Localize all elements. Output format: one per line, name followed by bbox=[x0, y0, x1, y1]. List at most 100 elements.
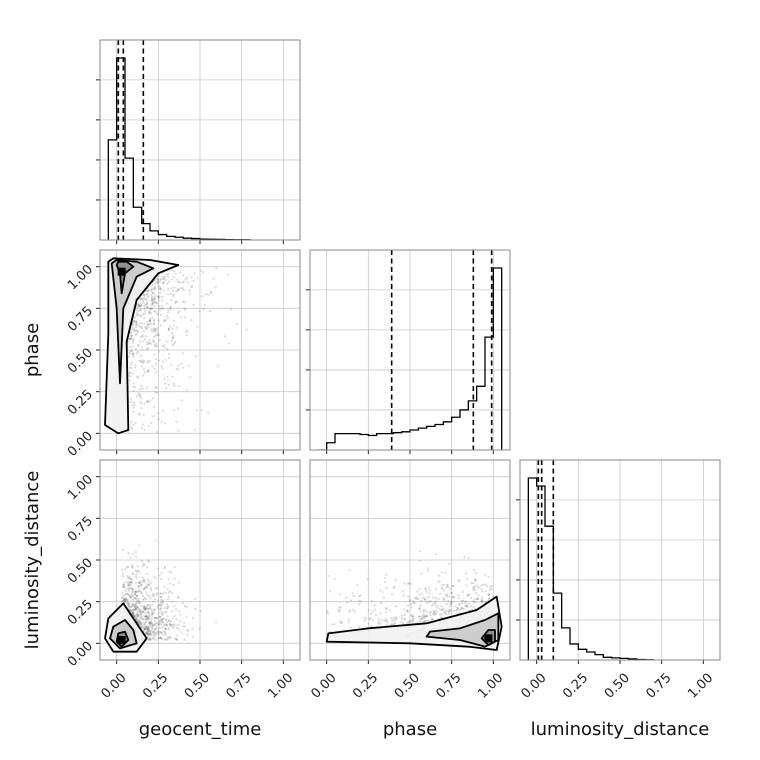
sample-point bbox=[145, 627, 148, 630]
sample-point bbox=[138, 622, 141, 625]
sample-point bbox=[146, 583, 149, 586]
sample-point bbox=[143, 615, 146, 618]
sample-point bbox=[160, 295, 164, 299]
sample-point bbox=[155, 616, 158, 619]
sample-point bbox=[476, 597, 479, 600]
sample-point bbox=[148, 399, 151, 402]
sample-point bbox=[476, 597, 479, 600]
sample-point bbox=[149, 607, 152, 610]
sample-point bbox=[152, 319, 155, 322]
sample-point bbox=[472, 605, 475, 609]
sample-point bbox=[464, 599, 467, 603]
sample-point bbox=[424, 609, 427, 612]
sample-point bbox=[141, 576, 144, 579]
sample-point bbox=[133, 614, 136, 618]
sample-point bbox=[367, 622, 370, 625]
sample-point bbox=[125, 580, 128, 584]
sample-point bbox=[403, 617, 406, 620]
sample-point bbox=[170, 363, 173, 366]
sample-point bbox=[146, 629, 149, 632]
sample-point bbox=[139, 396, 143, 400]
panel-frame-1-0 bbox=[99, 249, 301, 451]
sample-point bbox=[150, 638, 153, 641]
sample-point bbox=[147, 579, 150, 583]
sample-point bbox=[156, 616, 159, 619]
sample-point bbox=[126, 592, 129, 596]
sample-point bbox=[138, 304, 141, 307]
sample-point bbox=[124, 600, 127, 603]
sample-point bbox=[150, 631, 153, 634]
sample-point bbox=[437, 597, 440, 601]
sample-point bbox=[418, 607, 421, 610]
sample-point bbox=[330, 623, 334, 626]
sample-point bbox=[148, 633, 151, 637]
sample-point bbox=[410, 614, 413, 617]
sample-point bbox=[440, 605, 443, 608]
sample-point bbox=[139, 321, 142, 324]
sample-point bbox=[363, 616, 366, 619]
sample-point bbox=[480, 584, 483, 587]
sample-point bbox=[177, 288, 180, 291]
sample-point bbox=[418, 615, 421, 618]
sample-point bbox=[123, 599, 126, 602]
sample-point bbox=[163, 344, 166, 347]
density-peak bbox=[117, 267, 126, 276]
sample-point bbox=[136, 375, 139, 378]
sample-point bbox=[157, 350, 161, 353]
sample-point bbox=[131, 566, 134, 570]
sample-point bbox=[377, 621, 380, 624]
contour-level-3 bbox=[104, 257, 180, 435]
sample-point bbox=[144, 628, 147, 631]
sample-point bbox=[172, 276, 176, 279]
sample-point bbox=[487, 575, 490, 578]
sample-point bbox=[377, 618, 380, 621]
sample-point bbox=[145, 625, 148, 628]
sample-point bbox=[142, 329, 145, 333]
sample-point bbox=[133, 593, 136, 596]
sample-point bbox=[138, 621, 142, 624]
sample-point bbox=[137, 599, 141, 603]
sample-point bbox=[157, 633, 160, 636]
sample-point bbox=[153, 598, 157, 601]
sample-point bbox=[175, 638, 178, 641]
sample-point bbox=[132, 389, 135, 392]
sample-point bbox=[169, 308, 172, 311]
sample-point bbox=[147, 326, 150, 329]
sample-point bbox=[422, 620, 425, 624]
sample-point bbox=[124, 597, 128, 600]
sample-point bbox=[472, 601, 476, 604]
sample-point bbox=[414, 597, 417, 600]
sample-point bbox=[155, 386, 158, 389]
sample-point bbox=[150, 304, 153, 307]
sample-point bbox=[151, 625, 154, 628]
sample-point bbox=[142, 563, 145, 566]
sample-point bbox=[149, 633, 152, 636]
sample-point bbox=[148, 615, 151, 618]
sample-point bbox=[148, 310, 151, 314]
sample-point bbox=[136, 329, 139, 332]
sample-point bbox=[424, 597, 427, 600]
sample-point bbox=[356, 584, 359, 587]
sample-point bbox=[137, 585, 140, 588]
sample-point bbox=[146, 301, 149, 304]
sample-point bbox=[141, 423, 144, 426]
sample-point bbox=[165, 620, 169, 624]
sample-point bbox=[156, 605, 159, 608]
sample-point bbox=[191, 616, 195, 620]
sample-point bbox=[151, 302, 154, 305]
sample-point bbox=[153, 297, 157, 300]
sample-point bbox=[480, 600, 483, 603]
sample-point bbox=[158, 280, 161, 283]
sample-point bbox=[136, 605, 139, 608]
sample-point bbox=[156, 391, 159, 395]
sample-point bbox=[191, 285, 194, 288]
sample-point bbox=[186, 628, 189, 632]
sample-point bbox=[180, 287, 183, 290]
sample-point bbox=[123, 585, 126, 588]
sample-point bbox=[158, 339, 161, 342]
sample-point bbox=[170, 278, 173, 281]
sample-point bbox=[173, 409, 176, 412]
sample-point bbox=[132, 609, 135, 612]
sample-point bbox=[150, 421, 153, 424]
sample-point bbox=[369, 617, 372, 621]
